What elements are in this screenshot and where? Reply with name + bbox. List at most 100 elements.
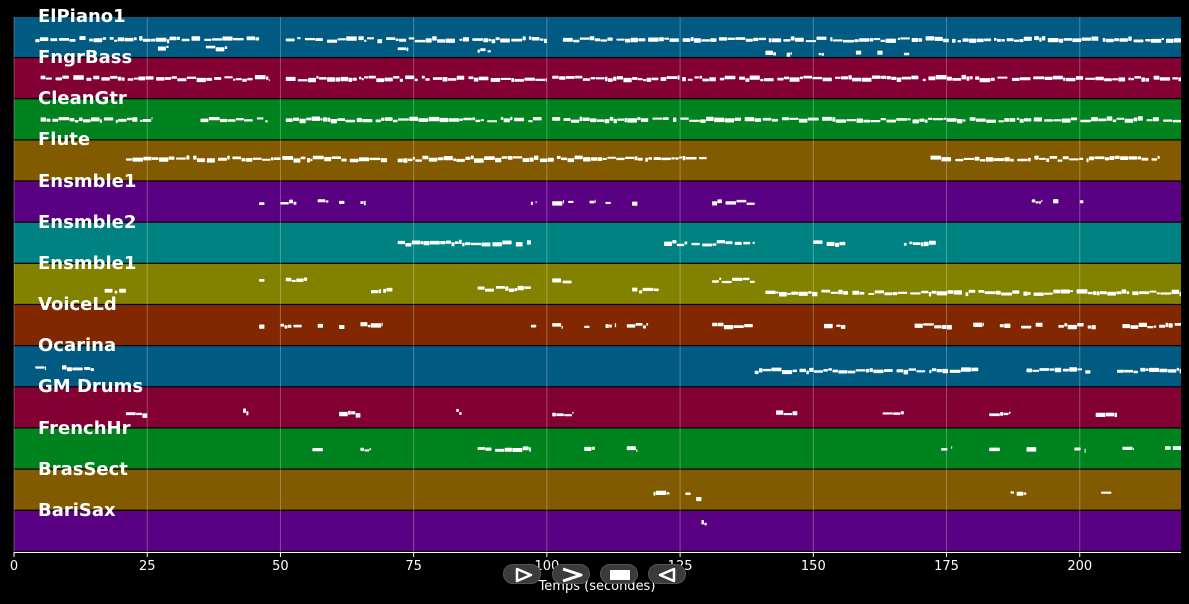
track-label: Ensmble1	[38, 252, 137, 274]
note	[1079, 157, 1084, 160]
note	[1012, 290, 1020, 294]
note	[327, 39, 338, 43]
note	[311, 116, 321, 121]
play-button[interactable]	[503, 564, 541, 584]
note	[468, 76, 474, 80]
note	[219, 118, 228, 123]
note	[790, 36, 795, 41]
note	[217, 157, 227, 161]
note	[103, 117, 114, 121]
note	[403, 158, 408, 163]
note	[367, 324, 371, 328]
note	[949, 369, 961, 373]
note	[903, 369, 909, 375]
note	[1038, 201, 1041, 204]
note	[1053, 289, 1061, 294]
note	[931, 368, 937, 372]
forward-button[interactable]	[552, 564, 590, 584]
note	[912, 242, 921, 245]
note	[50, 38, 58, 42]
note	[1086, 158, 1089, 163]
note	[351, 411, 356, 415]
note-group	[285, 116, 542, 124]
note	[1023, 492, 1027, 495]
note	[139, 36, 143, 41]
note	[1080, 119, 1091, 123]
note-group	[626, 323, 649, 329]
note	[1168, 369, 1177, 373]
note	[312, 155, 324, 160]
note	[472, 117, 476, 121]
note	[418, 118, 429, 122]
stop-button[interactable]	[600, 564, 638, 584]
note	[1071, 117, 1078, 121]
note	[794, 37, 804, 42]
note	[186, 155, 190, 160]
note	[575, 75, 583, 79]
note	[771, 367, 782, 372]
note	[483, 38, 489, 43]
note	[642, 325, 646, 329]
note	[1116, 291, 1122, 295]
note	[1058, 325, 1064, 328]
note	[118, 118, 127, 122]
note	[119, 288, 126, 293]
note	[35, 39, 40, 43]
note	[114, 290, 118, 294]
note	[671, 157, 675, 160]
note-group	[205, 45, 228, 52]
note	[1087, 325, 1092, 329]
note	[491, 39, 496, 44]
note	[484, 156, 495, 160]
note	[934, 36, 943, 41]
note-group	[40, 117, 153, 124]
note	[752, 241, 755, 244]
note	[652, 117, 663, 120]
note	[990, 77, 995, 81]
note	[408, 37, 415, 40]
note	[243, 408, 246, 413]
note	[327, 77, 335, 82]
note	[397, 240, 405, 245]
note	[545, 78, 547, 82]
note	[1106, 116, 1113, 121]
note	[1053, 119, 1062, 122]
note	[102, 37, 107, 40]
note	[375, 119, 381, 123]
track-lane	[14, 346, 1181, 387]
note	[409, 116, 419, 121]
note	[1104, 78, 1112, 82]
note	[514, 288, 518, 292]
note	[934, 325, 942, 329]
track-label: Flute	[38, 129, 91, 151]
note	[1112, 119, 1117, 123]
note	[177, 78, 187, 82]
note	[514, 78, 525, 82]
note	[832, 39, 843, 42]
note	[1075, 76, 1084, 80]
note	[1016, 117, 1020, 120]
note	[957, 40, 961, 43]
note	[1063, 38, 1072, 41]
note	[584, 446, 592, 451]
note	[760, 78, 764, 82]
note	[873, 38, 881, 41]
rewind-button[interactable]	[648, 564, 686, 584]
track-lane	[14, 263, 1181, 304]
note	[256, 117, 264, 120]
note	[1076, 289, 1088, 294]
note	[781, 370, 793, 375]
note	[474, 158, 484, 163]
note	[721, 280, 732, 284]
note	[246, 36, 256, 41]
note	[512, 448, 523, 452]
note	[974, 156, 980, 161]
note	[447, 78, 457, 81]
note	[191, 36, 201, 41]
note	[642, 287, 654, 291]
note	[448, 118, 460, 122]
note	[485, 447, 492, 451]
note	[169, 36, 177, 41]
note	[140, 119, 143, 122]
note	[1128, 77, 1131, 81]
